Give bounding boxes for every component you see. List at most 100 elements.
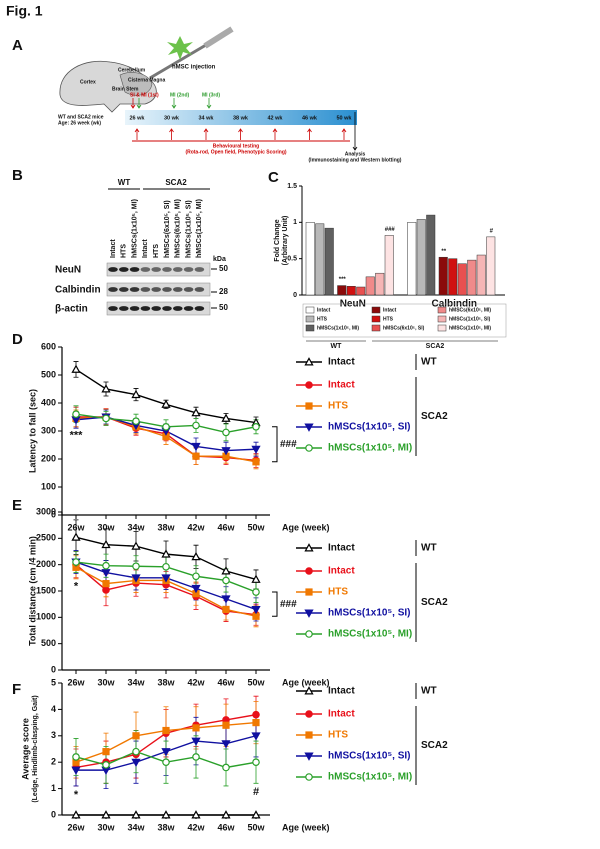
legend-marker: [305, 731, 313, 739]
marker-label: 28: [219, 287, 228, 296]
timeline-weeks: 26 wk 30 wk 34 wk 38 wk 42 wk 46 wk 50 wk: [130, 115, 352, 140]
band: [194, 267, 205, 272]
arrow: [169, 128, 174, 140]
significance: ***: [339, 277, 347, 283]
arrow: [171, 98, 177, 109]
legend-marker: [305, 710, 313, 718]
y-tick-label: 1000: [36, 612, 56, 622]
point: [221, 566, 231, 575]
week-label: 26 wk: [130, 115, 146, 121]
significance: #: [490, 228, 494, 234]
point: [131, 389, 141, 399]
point: [222, 605, 230, 614]
unit: kDa: [213, 256, 226, 263]
lane-label: hMSCs(1x10⁵, MI): [196, 199, 203, 258]
y-tick-label: 2: [51, 757, 56, 767]
band: [108, 306, 118, 311]
y-tick-label: 100: [41, 481, 56, 491]
bar: [315, 223, 325, 296]
x-tick-label: 50w: [247, 822, 265, 832]
marker-label: 50: [219, 264, 228, 273]
label: MI (2nd): [170, 92, 189, 98]
point: [161, 748, 171, 757]
band: [119, 306, 129, 311]
x-tick-label: 46w: [217, 822, 235, 832]
label: Brain Stem: [112, 86, 139, 92]
x-tick-label: 38w: [157, 822, 175, 832]
legend-swatch: [305, 324, 315, 332]
legend-label: hMSCs(1x10⁵, MI): [328, 629, 412, 640]
arrow: [206, 98, 212, 109]
legend-swatch: [371, 306, 381, 314]
point: [72, 558, 80, 566]
bar: [476, 254, 486, 296]
panel-label: F: [12, 681, 21, 698]
y-tick-label: 3: [51, 730, 56, 740]
point: [162, 726, 170, 735]
legend-marker: [304, 686, 314, 695]
legend-label: HTS: [328, 730, 348, 741]
y-tick-label: 0: [51, 664, 56, 674]
y-tick-label: 0: [51, 509, 56, 519]
arrow: [203, 128, 209, 140]
legend-marker: [304, 357, 314, 366]
row-label: β-actin: [55, 304, 88, 315]
legend-swatch: [371, 315, 381, 323]
legend-group-label: SCA2: [421, 411, 448, 422]
point: [102, 748, 110, 756]
point: [72, 410, 80, 419]
point: [191, 737, 201, 746]
arrow: [130, 98, 136, 109]
lane-label: hMSCs(6x10⁵, MI): [175, 199, 182, 258]
band: [119, 267, 129, 272]
legend-label: Intact: [328, 566, 355, 577]
western-blot: WT SCA2 kDa Intact HTS hMSCs(1x10⁵, MI) Int…: [55, 178, 228, 316]
point: [101, 384, 111, 393]
band: [173, 287, 183, 292]
label: MI (3rd): [202, 92, 220, 98]
bar: [365, 276, 375, 296]
point: [192, 724, 200, 732]
legend-label: Intact: [328, 380, 355, 391]
week-label: 30 wk: [164, 115, 180, 121]
panel-label: C: [268, 169, 279, 186]
point: [252, 710, 260, 719]
legend-label: hMSCs(6x10⁵, SI): [383, 325, 425, 331]
point: [251, 605, 261, 615]
bar: [346, 286, 356, 296]
legend-label: hMSCs(1x10⁵, MI): [328, 443, 412, 454]
arrow: [341, 128, 347, 140]
point: [252, 422, 260, 431]
point: [222, 576, 230, 585]
legend-swatch: [437, 324, 447, 332]
point: [221, 740, 231, 749]
group-label: SCA2: [165, 178, 187, 187]
cell-burst: [167, 36, 193, 60]
marker-label: 50: [219, 303, 228, 312]
lane-label: hMSCs(1x10⁵, SI): [185, 200, 192, 258]
point: [221, 595, 231, 604]
lane-label: Intact: [110, 239, 117, 258]
arrow: [352, 112, 358, 151]
y-axis-label: Average score: [20, 718, 30, 780]
point: [191, 810, 201, 819]
band: [129, 287, 140, 292]
syringe: [203, 26, 234, 49]
point: [131, 541, 141, 550]
legend-group-label: WT: [331, 343, 343, 350]
band: [162, 287, 172, 292]
y-tick-label: 1: [51, 783, 56, 793]
band: [129, 267, 140, 272]
legend-label: Intact: [328, 357, 355, 368]
point: [161, 549, 171, 558]
arrow: [272, 128, 278, 140]
y-axis-label: (Arbitrary Unit): [282, 216, 289, 266]
point: [191, 442, 201, 452]
legend-marker: [305, 588, 313, 596]
bar: [486, 236, 496, 296]
x-tick-label: 30w: [97, 522, 115, 532]
y-tick-label: 500: [41, 369, 56, 379]
significance: *: [74, 581, 79, 593]
label: Cortex: [80, 79, 96, 85]
band: [108, 287, 118, 292]
